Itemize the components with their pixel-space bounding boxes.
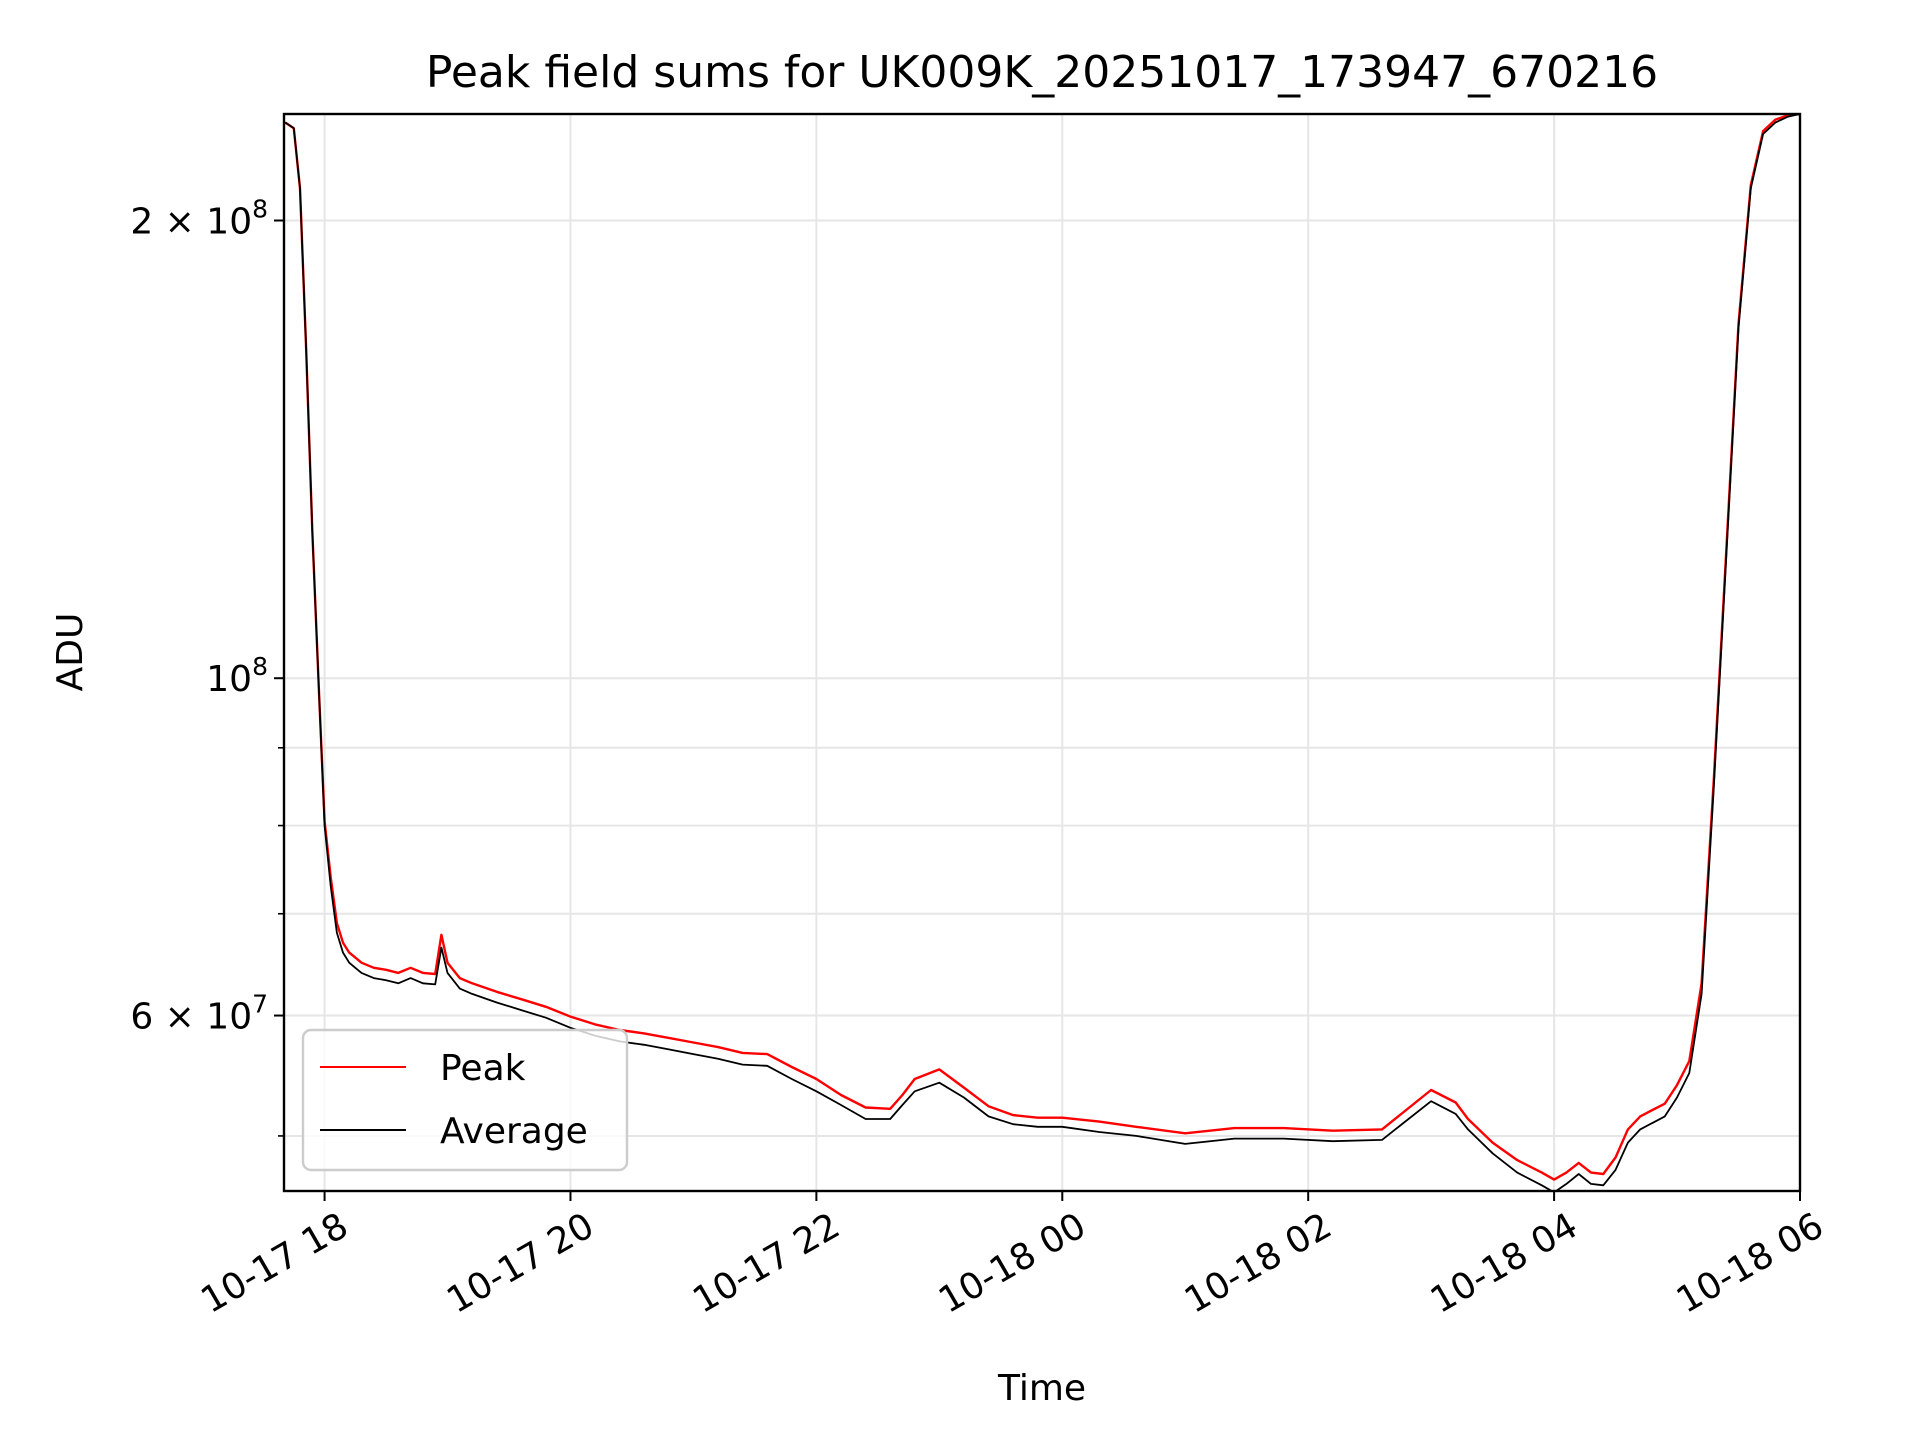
y-axis-label: ADU: [50, 613, 91, 692]
plot-frame: [282, 112, 1802, 1193]
legend: Peak Average: [301, 1028, 629, 1172]
grid: [284, 114, 1801, 1191]
y-axis: 2 × 108 108 6 × 107: [130, 194, 284, 1137]
legend-box: [301, 1028, 629, 1172]
y-tick-label: 108: [206, 652, 268, 700]
series-line-peak: [284, 114, 1800, 1181]
y-tick-label: 2 × 108: [130, 194, 268, 242]
chart-title: Peak field sums for UK009K_20251017_1739…: [426, 47, 1658, 98]
legend-peak-label: Peak: [440, 1048, 526, 1089]
series-line-average: [284, 114, 1800, 1191]
legend-average-label: Average: [440, 1111, 588, 1152]
y-tick-label: 6 × 107: [130, 990, 268, 1038]
series-layer: [284, 114, 1800, 1191]
x-axis-label: Time: [997, 1368, 1086, 1409]
